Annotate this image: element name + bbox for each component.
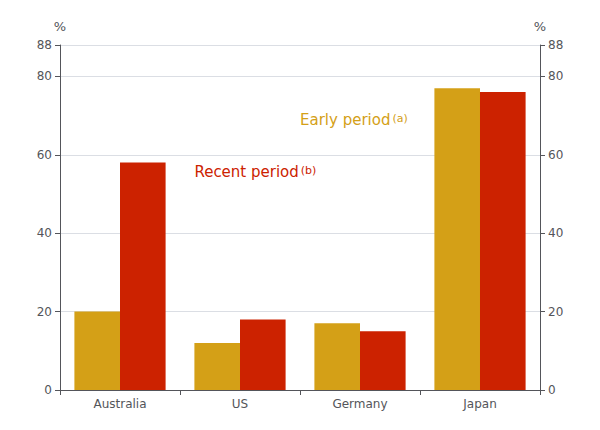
svg-text:%: %	[534, 19, 546, 34]
svg-text:US: US	[232, 397, 248, 411]
svg-text:(b): (b)	[301, 164, 317, 177]
svg-text:40: 40	[37, 226, 52, 240]
svg-text:(a): (a)	[392, 112, 407, 125]
svg-text:Australia: Australia	[93, 397, 146, 411]
svg-text:Japan: Japan	[462, 397, 496, 411]
svg-text:20: 20	[37, 305, 52, 319]
svg-text:80: 80	[37, 69, 52, 83]
svg-text:88: 88	[548, 38, 563, 52]
svg-text:60: 60	[548, 148, 563, 162]
svg-text:20: 20	[548, 305, 563, 319]
svg-text:Early period: Early period	[300, 111, 390, 129]
svg-text:Recent period: Recent period	[194, 163, 298, 181]
svg-text:60: 60	[37, 148, 52, 162]
svg-text:0: 0	[548, 383, 556, 397]
svg-text:0: 0	[44, 383, 52, 397]
svg-text:88: 88	[37, 38, 52, 52]
svg-text:%: %	[54, 19, 66, 34]
svg-text:Germany: Germany	[332, 397, 387, 411]
svg-text:80: 80	[548, 69, 563, 83]
svg-text:40: 40	[548, 226, 563, 240]
